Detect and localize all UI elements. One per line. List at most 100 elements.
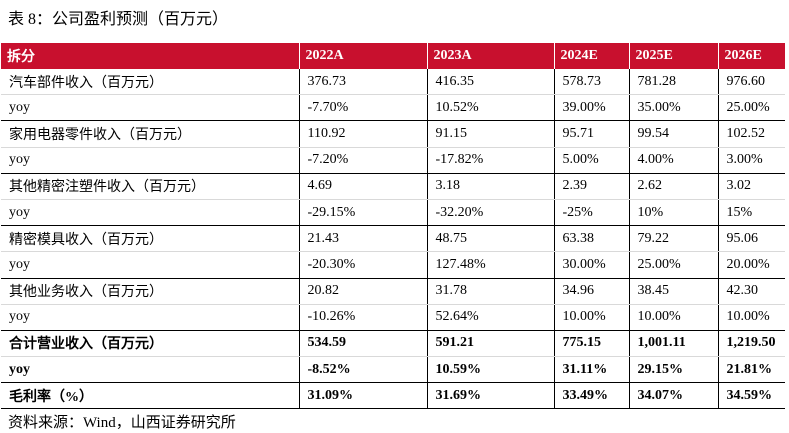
cell: 21.43 (299, 225, 428, 253)
table-row: 精密模具收入（百万元） 21.43 48.75 63.38 79.22 95.0… (1, 225, 785, 253)
cell: 10.59% (427, 356, 555, 384)
table-row: 其他精密注塑件收入（百万元） 4.69 3.18 2.39 2.62 3.02 (1, 173, 785, 200)
cell: 25.00% (629, 251, 719, 279)
cell: -17.82% (427, 147, 555, 174)
table-row: 其他业务收入（百万元） 20.82 31.78 34.96 38.45 42.3… (1, 278, 785, 305)
cell: -7.70% (299, 94, 428, 122)
table-row: 汽车部件收入（百万元） 376.73 416.35 578.73 781.28 … (1, 69, 785, 96)
table-row-total-yoy: yoy -8.52% 10.59% 31.11% 29.15% 21.81% (1, 356, 785, 384)
cell: -7.20% (299, 147, 428, 174)
cell: 34.59% (718, 382, 785, 410)
cell: 3.02 (718, 173, 785, 200)
profit-forecast-table: 拆分 2022A 2023A 2024E 2025E 2026E 汽车部件收入（… (1, 43, 785, 410)
table-row: 家用电器零件收入（百万元） 110.92 91.15 95.71 99.54 1… (1, 120, 785, 148)
table-row-gross-margin: 毛利率（%） 31.09% 31.69% 33.49% 34.07% 34.59… (1, 382, 785, 410)
cell: 63.38 (554, 225, 630, 253)
cell: 534.59 (299, 330, 428, 358)
cell: 4.69 (299, 173, 428, 200)
table-row: yoy -10.26% 52.64% 10.00% 10.00% 10.00% (1, 304, 785, 331)
cell: 20.00% (718, 251, 785, 279)
cell: 95.71 (554, 120, 630, 148)
header-2024e: 2024E (554, 43, 630, 69)
cell: 10.00% (718, 304, 785, 331)
cell: 34.07% (629, 382, 719, 410)
cell: 21.81% (718, 356, 785, 384)
cell: 31.78 (427, 278, 555, 305)
cell: 10.52% (427, 94, 555, 122)
row-label: yoy (1, 251, 300, 279)
header-split: 拆分 (1, 43, 300, 69)
row-label: 精密模具收入（百万元） (1, 225, 300, 253)
cell: 35.00% (629, 94, 719, 122)
cell: 4.00% (629, 147, 719, 174)
header-2025e: 2025E (629, 43, 719, 69)
row-label: yoy (1, 94, 300, 122)
table-caption: 表 8：公司盈利预测（百万元） (8, 11, 229, 28)
row-label: 毛利率（%） (1, 382, 300, 410)
cell: 591.21 (427, 330, 555, 358)
cell: 31.69% (427, 382, 555, 410)
cell: 775.15 (554, 330, 630, 358)
cell: 10.00% (554, 304, 630, 331)
cell: 31.11% (554, 356, 630, 384)
cell: 110.92 (299, 120, 428, 148)
cell: -25% (554, 199, 630, 227)
cell: 91.15 (427, 120, 555, 148)
cell: 781.28 (629, 69, 719, 96)
row-label: 汽车部件收入（百万元） (1, 69, 300, 96)
row-label: 家用电器零件收入（百万元） (1, 120, 300, 148)
source-note: 资料来源：Wind，山西证券研究所 (8, 415, 236, 431)
cell: 25.00% (718, 94, 785, 122)
header-2026e: 2026E (718, 43, 785, 69)
cell: -20.30% (299, 251, 428, 279)
cell: 20.82 (299, 278, 428, 305)
cell: 99.54 (629, 120, 719, 148)
row-label: yoy (1, 147, 300, 174)
row-label: 其他业务收入（百万元） (1, 278, 300, 305)
row-label: yoy (1, 304, 300, 331)
cell: 127.48% (427, 251, 555, 279)
cell: 34.96 (554, 278, 630, 305)
cell: 30.00% (554, 251, 630, 279)
cell: 95.06 (718, 225, 785, 253)
cell: -10.26% (299, 304, 428, 331)
cell: 33.49% (554, 382, 630, 410)
cell: 2.39 (554, 173, 630, 200)
row-label: yoy (1, 199, 300, 227)
cell: 31.09% (299, 382, 428, 410)
row-label: 其他精密注塑件收入（百万元） (1, 173, 300, 200)
header-2023a: 2023A (427, 43, 555, 69)
table-row: yoy -29.15% -32.20% -25% 10% 15% (1, 199, 785, 227)
cell: 10.00% (629, 304, 719, 331)
cell: 48.75 (427, 225, 555, 253)
cell: 976.60 (718, 69, 785, 96)
cell: 42.30 (718, 278, 785, 305)
table-header-row: 拆分 2022A 2023A 2024E 2025E 2026E (1, 43, 785, 69)
cell: -8.52% (299, 356, 428, 384)
cell: -32.20% (427, 199, 555, 227)
cell: 578.73 (554, 69, 630, 96)
row-label: 合计营业收入（百万元） (1, 330, 300, 358)
cell: 38.45 (629, 278, 719, 305)
table-row-total: 合计营业收入（百万元） 534.59 591.21 775.15 1,001.1… (1, 330, 785, 358)
cell: 52.64% (427, 304, 555, 331)
cell: 10% (629, 199, 719, 227)
table-row: yoy -7.70% 10.52% 39.00% 35.00% 25.00% (1, 94, 785, 122)
cell: 1,001.11 (629, 330, 719, 358)
cell: 3.00% (718, 147, 785, 174)
cell: 416.35 (427, 69, 555, 96)
cell: 102.52 (718, 120, 785, 148)
cell: 79.22 (629, 225, 719, 253)
cell: 1,219.50 (718, 330, 785, 358)
cell: 376.73 (299, 69, 428, 96)
table-row: yoy -20.30% 127.48% 30.00% 25.00% 20.00% (1, 251, 785, 279)
table-row: yoy -7.20% -17.82% 5.00% 4.00% 3.00% (1, 147, 785, 174)
cell: 3.18 (427, 173, 555, 200)
row-label: yoy (1, 356, 300, 384)
cell: 5.00% (554, 147, 630, 174)
header-2022a: 2022A (299, 43, 428, 69)
cell: 15% (718, 199, 785, 227)
cell: 29.15% (629, 356, 719, 384)
cell: 39.00% (554, 94, 630, 122)
